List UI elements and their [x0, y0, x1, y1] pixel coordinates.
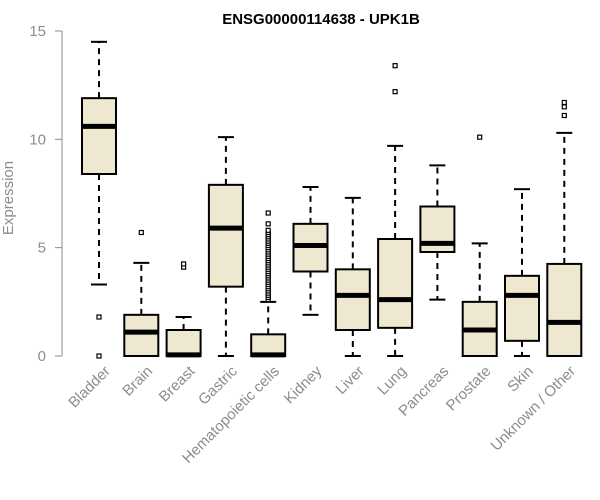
box-group [546, 99, 583, 357]
outlier-point [96, 314, 102, 320]
iqr-box [165, 329, 202, 357]
iqr-box [504, 274, 540, 342]
box-group [81, 40, 117, 359]
iqr-box [207, 183, 244, 288]
iqr-box [377, 238, 414, 329]
x-category-label: Bladder [65, 363, 114, 412]
x-category-label: Brain [119, 363, 156, 400]
x-category-label: Lung [374, 363, 410, 399]
box-layer [81, 40, 583, 359]
box-group [377, 63, 414, 357]
box-group [165, 261, 202, 358]
y-tick-label: 10 [29, 131, 46, 148]
outlier-point [181, 261, 187, 267]
y-axis-label: Expression [0, 161, 17, 235]
x-category-label: Skin [504, 363, 537, 396]
outlier-point [138, 229, 144, 236]
x-category-label: Liver [333, 363, 368, 398]
box-group [250, 210, 287, 358]
outlier-point [561, 104, 567, 110]
x-category-label: Prostate [443, 363, 495, 415]
iqr-box [81, 97, 117, 175]
y-tick-label: 0 [38, 348, 46, 365]
iqr-box [546, 262, 583, 357]
y-axis: 0 5 10 15 [29, 23, 63, 365]
iqr-box [334, 268, 371, 332]
box-group [207, 136, 244, 357]
iqr-box [123, 313, 160, 358]
box-group [461, 134, 498, 358]
x-category-label: Breast [156, 362, 199, 405]
box-group [292, 186, 329, 316]
box-group [504, 188, 540, 357]
box-group [334, 196, 371, 357]
outlier-point [392, 89, 398, 95]
y-tick-label: 15 [29, 23, 46, 40]
outlier-point [265, 210, 271, 216]
outlier-point [265, 221, 271, 227]
box-group [419, 164, 456, 301]
outlier-point [96, 353, 102, 359]
outlier-point [561, 99, 567, 106]
box-group [123, 229, 160, 358]
y-tick-label: 5 [38, 240, 46, 257]
outlier-point [561, 112, 567, 119]
outlier-point [392, 63, 398, 69]
outlier-point [265, 227, 271, 233]
outlier-point [477, 134, 483, 140]
x-category-label: Kidney [281, 362, 326, 407]
chart-title: ENSG00000114638 - UPK1B [222, 11, 420, 28]
